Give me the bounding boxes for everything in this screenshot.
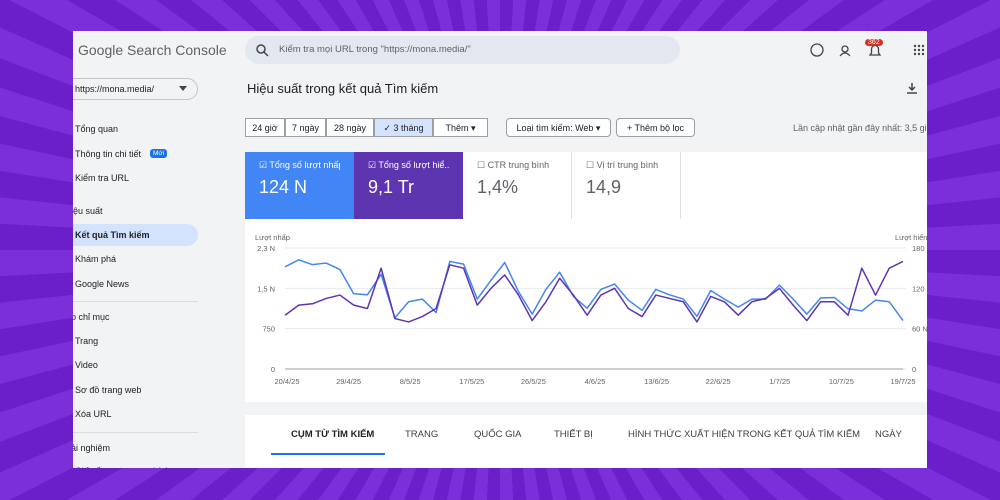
- tab[interactable]: THIẾT BỊ: [554, 429, 593, 440]
- metric-label: ☐ Vị trí trung bình: [586, 160, 659, 170]
- y-tick-label: 1,5 N: [257, 284, 275, 293]
- metric-label-text: Vị trí trung bình: [596, 160, 659, 170]
- chip-label: 28 ngày: [333, 123, 367, 133]
- metric-value: 9,1 Tr: [368, 177, 415, 197]
- nav-item[interactable]: Khám phá: [75, 254, 117, 264]
- page-title: Hiệu suất trong kết quả Tìm kiếm: [247, 81, 439, 96]
- search-placeholder: Kiểm tra mọi URL trong "https://mona.med…: [279, 44, 471, 55]
- date-chip[interactable]: 7 ngày: [285, 118, 326, 137]
- header-icons: [810, 43, 925, 57]
- metric-value: 124 N: [259, 177, 308, 197]
- metric-card[interactable]: ☑ Tổng số lượt hiể... 9,1 Tr: [354, 152, 463, 219]
- nav-item[interactable]: Thông tin chi tiết: [75, 149, 142, 159]
- divider: [73, 301, 198, 302]
- y2-tick-label: 180: [912, 244, 925, 253]
- x-tick-label: 22/6/25: [706, 377, 731, 386]
- x-tick-label: 4/6/25: [585, 377, 606, 386]
- nav-item[interactable]: Sơ đồ trang web: [75, 385, 142, 395]
- nav-item[interactable]: Video: [75, 360, 98, 370]
- download-icon[interactable]: [906, 82, 920, 96]
- nav-item[interactable]: Kết quả Tìm kiếm: [75, 230, 150, 240]
- x-tick-label: 1/7/25: [769, 377, 790, 386]
- metric-label: ☐ CTR trung bình: [477, 160, 550, 170]
- nav-item[interactable]: p chỉ mục: [73, 312, 110, 322]
- y-tick-label: 750: [262, 325, 275, 334]
- nav-item[interactable]: iệu suất: [73, 206, 103, 216]
- tab[interactable]: NGÀY: [875, 429, 902, 440]
- notification-badge: 362: [865, 39, 883, 46]
- tab[interactable]: TRANG: [405, 429, 439, 440]
- filter-chip[interactable]: Loại tìm kiếm: Web ▾: [506, 118, 611, 137]
- metric-card[interactable]: ☐ Vị trí trung bình 14,9: [572, 152, 681, 219]
- tab[interactable]: CỤM TỪ TÌM KIẾM: [291, 429, 375, 440]
- chip-label: Thêm: [445, 123, 469, 133]
- filter-chip[interactable]: + Thêm bộ lọc: [616, 118, 695, 137]
- property-name: https://mona.media/: [75, 84, 155, 94]
- x-tick-label: 26/5/25: [521, 377, 546, 386]
- tab[interactable]: QUỐC GIA: [474, 429, 522, 440]
- metric-value: 1,4%: [477, 177, 519, 197]
- chip-label: Loại tìm kiếm: Web: [516, 123, 594, 133]
- y2-tick-label: 0: [912, 365, 916, 374]
- x-tick-label: 17/5/25: [459, 377, 484, 386]
- nav-item[interactable]: Trang: [75, 336, 99, 346]
- x-tick-label: 20/4/25: [274, 377, 299, 386]
- property-selector[interactable]: [73, 78, 198, 100]
- dropdown-arrow: [179, 86, 187, 91]
- x-tick-label: 10/7/25: [829, 377, 854, 386]
- date-chip[interactable]: 24 giờ: [245, 118, 285, 137]
- tab[interactable]: HÌNH THỨC XUẤT HIỆN TRONG KẾT QUẢ TÌM KI…: [628, 429, 861, 440]
- nav-item[interactable]: ải nghiệm: [73, 443, 111, 453]
- y-tick-label: 2,3 N: [257, 244, 275, 253]
- metric-card[interactable]: ☐ CTR trung bình 1,4%: [463, 152, 572, 219]
- date-chip[interactable]: ✓ 3 tháng: [374, 118, 433, 137]
- x-tick-label: 8/5/25: [400, 377, 421, 386]
- date-chip[interactable]: Thêm ▾: [433, 118, 488, 137]
- logo[interactable]: Google Search Console: [78, 42, 227, 58]
- series-line: [284, 260, 904, 323]
- metric-label-text: CTR trung bình: [487, 160, 550, 170]
- x-tick-label: 19/7/25: [890, 377, 915, 386]
- search-icon: [256, 44, 269, 57]
- screenshot: Google Search Console Kiểm tra mọi URL t…: [73, 31, 927, 468]
- nav-item[interactable]: Tổng quan: [75, 124, 119, 134]
- y-tick-label: 0: [271, 365, 275, 374]
- chip-label: 24 giờ: [252, 123, 278, 133]
- metric-label-text: Tổng số lượt nhấp: [269, 160, 340, 170]
- metric-card[interactable]: ☑ Tổng số lượt nhấp 124 N: [245, 152, 354, 219]
- y2-tick-label: 60 N: [912, 325, 927, 334]
- active-tab-underline: [271, 453, 385, 455]
- metric-label: ☑ Tổng số lượt hiể...: [368, 160, 449, 171]
- nav-item[interactable]: Xóa URL: [75, 409, 112, 419]
- chip-label: 7 ngày: [291, 123, 320, 133]
- last-updated: Lần cập nhật gần đây nhất: 3,5 giờ: [793, 123, 927, 133]
- search-box[interactable]: [245, 36, 680, 64]
- new-badge: Mới: [150, 149, 168, 158]
- chart: Lượt nhấp Lượt hiển 0 750 1,5 N 2,3 N 0 60 N 120…: [255, 233, 927, 386]
- y2-axis-title: Lượt hiển: [895, 233, 927, 242]
- y2-tick-label: 120 N: [912, 284, 927, 293]
- divider: [73, 432, 198, 433]
- chip-label: 3 tháng: [393, 123, 424, 133]
- date-chip[interactable]: 28 ngày: [326, 118, 374, 137]
- active-item-bg: [73, 224, 198, 246]
- chip-label: Thêm bộ lọc: [634, 123, 685, 133]
- nav-item[interactable]: Kiểm tra URL: [75, 173, 130, 183]
- series-line: [284, 259, 904, 322]
- metric-value: 14,9: [586, 177, 622, 197]
- tabs-card: [245, 415, 927, 468]
- x-tick-label: 29/4/25: [336, 377, 361, 386]
- y-axis-title: Lượt nhấp: [255, 233, 290, 242]
- nav-item[interactable]: Chỉ số quan trọng chính: [75, 466, 171, 468]
- metric-label: ☑ Tổng số lượt nhấp: [259, 160, 340, 171]
- x-tick-label: 13/6/25: [644, 377, 669, 386]
- metric-label-text: Tổng số lượt hiể...: [378, 160, 449, 170]
- nav-item[interactable]: Google News: [75, 279, 130, 289]
